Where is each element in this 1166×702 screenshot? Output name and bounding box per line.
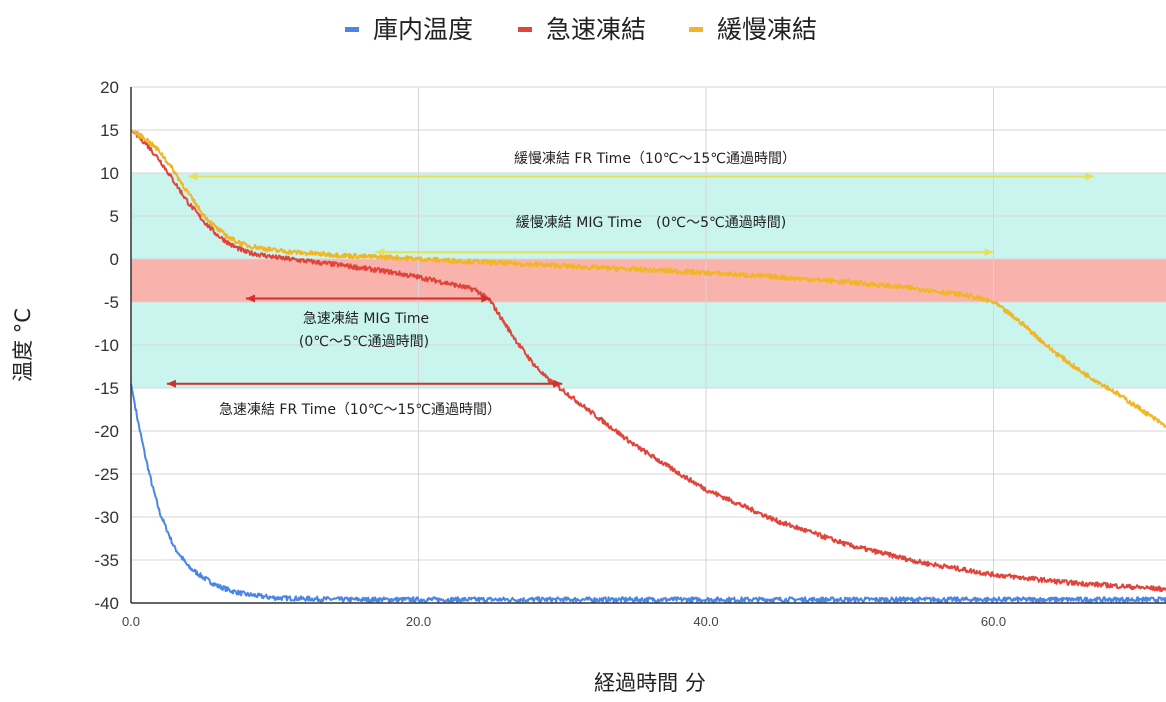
arrowhead-left [166, 379, 176, 388]
y-tick-label: 20 [100, 78, 119, 97]
annotation-label: 緩慢凍結 FR Time（10℃〜15℃通過時間） [514, 150, 796, 167]
legend-swatch-1 [345, 27, 359, 32]
x-tick-label: 60.0 [981, 614, 1006, 629]
y-tick-label: -5 [104, 293, 119, 312]
series-line-3 [130, 129, 1166, 428]
legend: 庫内温度 急速凍結 緩慢凍結 [345, 15, 817, 44]
y-tick-label: -20 [94, 422, 119, 441]
legend-swatch-3 [689, 27, 703, 32]
annotation-label: 緩慢凍結 MIG Time (0℃〜5℃通過時間) [516, 214, 786, 231]
y-tick-label: -15 [94, 379, 119, 398]
y-tick-label: -25 [94, 465, 119, 484]
arrowhead-right [984, 248, 994, 257]
arrowhead-left [375, 248, 385, 257]
y-tick-label: 0 [110, 250, 119, 269]
series-layer [130, 129, 1166, 603]
temperature-band [131, 259, 1166, 302]
legend-label-1: 庫内温度 [373, 15, 473, 44]
series-line-2 [130, 129, 1166, 592]
legend-swatch-2 [518, 27, 532, 32]
x-tick-label: 40.0 [693, 614, 718, 629]
y-tick-label: -30 [94, 508, 119, 527]
y-tick-label: 10 [100, 164, 119, 183]
x-axis-title: 経過時間 分 [594, 671, 706, 695]
x-tick-label: 0.0 [122, 614, 140, 629]
series-line-1 [130, 383, 1166, 603]
axis-layer: 20 15 10 5 0 -5 -10 -15 -20 -25 -30 -35 -400.0 20.0 40… [94, 78, 1166, 629]
y-tick-label: -10 [94, 336, 119, 355]
legend-label-3: 緩慢凍結 [717, 15, 817, 44]
y-tick-label: -35 [94, 551, 119, 570]
y-tick-label: -40 [94, 594, 119, 613]
annotation-label: 急速凍結 MIG Time [303, 311, 429, 327]
arrowhead-left [188, 172, 198, 181]
annotation-layer: 緩慢凍結 FR Time（10℃〜15℃通過時間） 緩慢凍結 MIG Time (… [166, 150, 1095, 418]
arrowhead-right [1085, 172, 1095, 181]
arrowhead-right [553, 379, 563, 388]
annotation-label: (0℃〜5℃通過時間) [299, 334, 429, 350]
legend-label-2: 急速凍結 [546, 15, 646, 44]
y-tick-label: 5 [110, 207, 119, 226]
arrowhead-left [246, 294, 255, 303]
y-tick-label: 15 [100, 121, 119, 140]
x-tick-label: 20.0 [406, 614, 431, 629]
y-axis-title: 温度 °C [11, 308, 35, 382]
arrowhead-right [481, 294, 491, 303]
annotation-label: 急速凍結 FR Time（10℃〜15℃通過時間） [219, 402, 501, 418]
band-layer [131, 173, 1166, 388]
